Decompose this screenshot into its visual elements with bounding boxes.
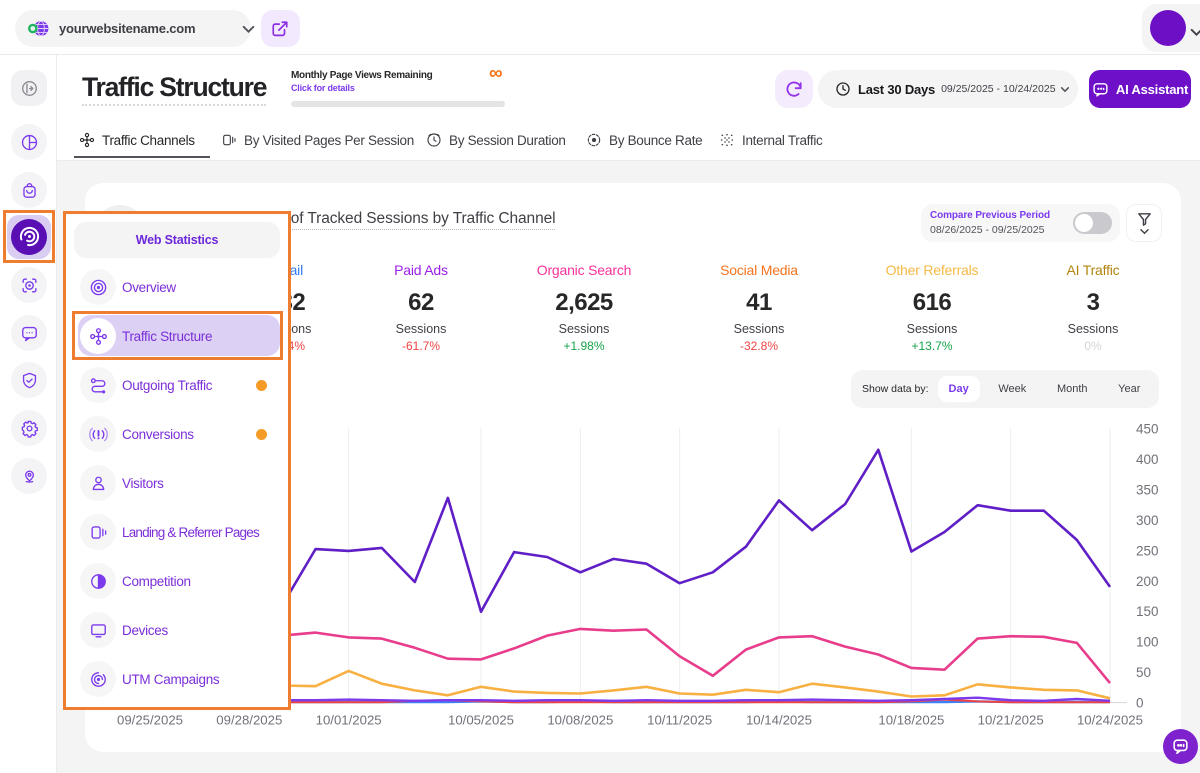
svg-text:10/18/2025: 10/18/2025 (878, 713, 944, 728)
svg-text:100: 100 (1136, 635, 1159, 650)
svg-text:10/01/2025: 10/01/2025 (316, 713, 382, 728)
svg-text:09/28/2025: 09/28/2025 (216, 713, 282, 728)
svg-text:450: 450 (1136, 422, 1159, 437)
svg-text:10/11/2025: 10/11/2025 (647, 713, 712, 728)
svg-text:10/21/2025: 10/21/2025 (978, 713, 1044, 728)
svg-text:10/14/2025: 10/14/2025 (746, 713, 812, 728)
svg-text:0: 0 (1136, 696, 1144, 711)
svg-text:200: 200 (1136, 574, 1159, 589)
svg-text:09/25/2025: 09/25/2025 (117, 713, 183, 728)
svg-text:10/05/2025: 10/05/2025 (448, 713, 514, 728)
svg-text:300: 300 (1136, 513, 1159, 528)
svg-text:250: 250 (1136, 543, 1159, 558)
svg-text:350: 350 (1136, 482, 1159, 497)
svg-text:50: 50 (1136, 665, 1151, 680)
svg-text:10/24/2025: 10/24/2025 (1077, 713, 1143, 728)
svg-text:400: 400 (1136, 452, 1159, 467)
svg-text:10/08/2025: 10/08/2025 (547, 713, 613, 728)
svg-text:150: 150 (1136, 604, 1159, 619)
